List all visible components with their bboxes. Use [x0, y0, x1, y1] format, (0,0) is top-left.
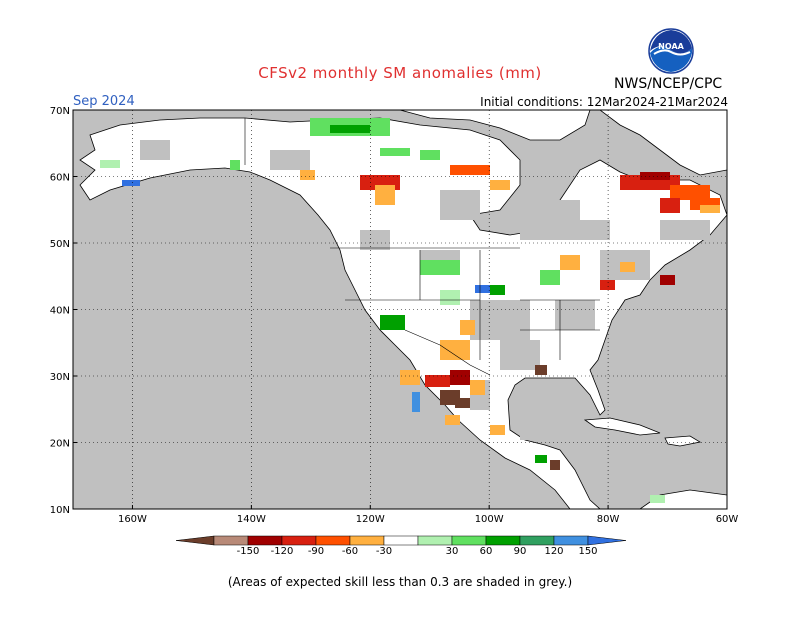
forecast-period: Sep 2024: [73, 94, 135, 109]
graticule: [73, 110, 727, 509]
noaa-logo-icon: [648, 28, 694, 74]
lon-tick-120W: 120W: [356, 514, 385, 525]
colorbar-segment: [519, 535, 555, 546]
colorbar-label: -90: [307, 546, 325, 557]
colorbar-min-arrow: [175, 535, 215, 546]
longitude-tick-labels: 160W 140W 120W 100W 80W 60W: [118, 505, 738, 525]
logo-text: NOAA: [658, 42, 684, 51]
colorbar-max-arrow: [587, 535, 627, 546]
colorbar-segment: [315, 535, 351, 546]
latitude-tick-labels: 70N 60N 50N 40N 30N 20N 10N: [50, 106, 77, 516]
initial-conditions: Initial conditions: 12Mar2024-21Mar2024: [480, 95, 728, 109]
lat-tick-20N: 20N: [50, 439, 70, 450]
colorbar-segment: [247, 535, 283, 546]
colorbar-segment: [383, 535, 419, 546]
lat-tick-60N: 60N: [50, 173, 70, 184]
colorbar: [175, 535, 627, 546]
colorbar-segment: [417, 535, 453, 546]
agency-label: NWS/NCEP/CPC: [614, 76, 723, 92]
colorbar-segment: [485, 535, 521, 546]
lon-tick-100W: 100W: [475, 514, 504, 525]
map-title: CFSv2 monthly SM anomalies (mm): [258, 64, 542, 82]
colorbar-labels: -150 -120 -90 -60 -30 30 60 90 120 150: [0, 546, 800, 560]
lat-tick-50N: 50N: [50, 239, 70, 250]
land-arctic-islands: [399, 110, 591, 141]
lat-tick-10N: 10N: [50, 505, 70, 516]
lat-tick-30N: 30N: [50, 372, 70, 383]
land-cuba: [583, 417, 661, 436]
colorbar-label: -120: [270, 546, 294, 557]
lon-tick-160W: 160W: [118, 514, 147, 525]
colorbar-label: -150: [236, 546, 260, 557]
lon-tick-80W: 80W: [597, 514, 620, 525]
colorbar-label: 150: [578, 546, 598, 557]
colorbar-segment: [281, 535, 317, 546]
lat-tick-70N: 70N: [50, 106, 70, 117]
colorbar-label: 90: [513, 546, 527, 557]
colorbar-segment: [213, 535, 249, 546]
lon-tick-60W: 60W: [716, 514, 739, 525]
political-borders: [244, 118, 600, 376]
footnote: (Areas of expected skill less than 0.3 a…: [227, 575, 573, 589]
colorbar-label: 30: [445, 546, 459, 557]
colorbar-segment: [349, 535, 385, 546]
colorbar-label: -60: [341, 546, 359, 557]
land-greenland: [599, 110, 727, 176]
land-hispaniola: [664, 435, 702, 447]
colorbar-label: 120: [544, 546, 564, 557]
colorbar-segment: [553, 535, 589, 546]
colorbar-segment: [451, 535, 487, 546]
colorbar-label: 60: [479, 546, 493, 557]
colorbar-label: -30: [375, 546, 393, 557]
lon-tick-140W: 140W: [237, 514, 266, 525]
lat-tick-40N: 40N: [50, 306, 70, 317]
